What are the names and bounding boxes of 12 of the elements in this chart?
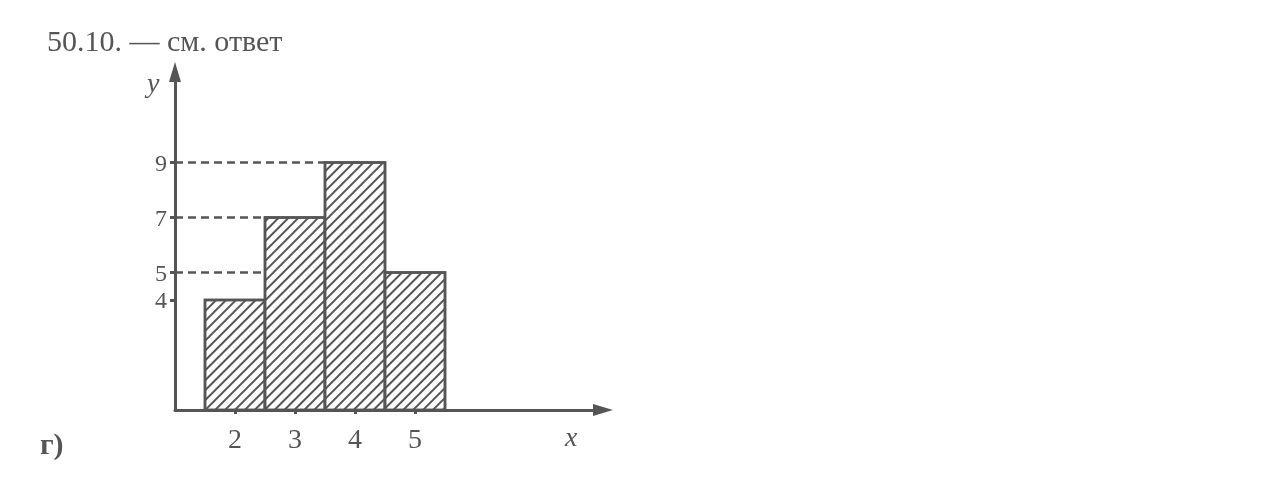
y-tick-label: 9: [155, 149, 167, 176]
text: г): [40, 426, 64, 461]
chart-title: 50.10. — см. ответ: [47, 23, 283, 57]
x-tick-label: 3: [288, 422, 302, 454]
x-tick-label: 5: [408, 422, 422, 454]
x-axis-title: x: [564, 420, 578, 452]
y-tick-label: 7: [155, 204, 167, 231]
x-tick-label: 2: [228, 422, 242, 454]
y-tick-label: 4: [155, 287, 167, 313]
y-axis-title: y: [144, 66, 160, 98]
x-tick-label: 4: [348, 422, 362, 454]
y-tick-label: 5: [155, 259, 167, 286]
